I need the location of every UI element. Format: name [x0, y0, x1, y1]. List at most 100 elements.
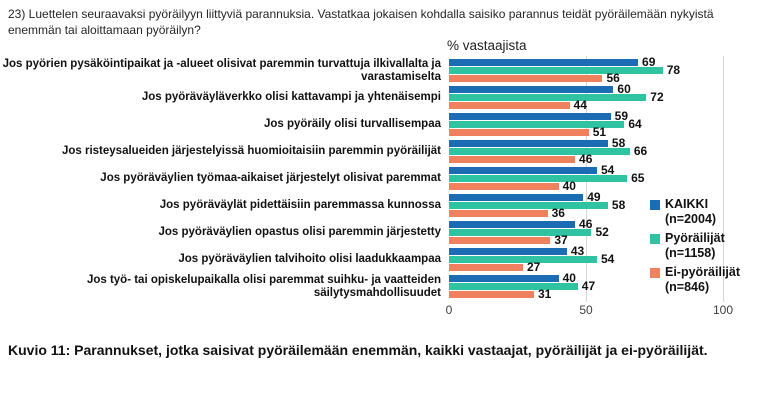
bar-track: 36: [449, 205, 723, 220]
bar: 40: [449, 271, 576, 284]
bar-track: 59: [449, 109, 723, 122]
x-axis-tick-label: 50: [579, 303, 593, 317]
category-label: Jos pyöräväylien opastus olisi paremmin …: [158, 226, 442, 239]
category-label: Jos pyöräväylät pidettäisiin paremmassa …: [159, 199, 441, 212]
bar: 58: [449, 136, 625, 149]
bar: 40: [449, 179, 576, 192]
bar: 66: [449, 144, 647, 157]
category-label: Jos pyöräväyläverkko olisi kattavampi ja…: [141, 91, 441, 104]
bar: 64: [449, 117, 642, 130]
bar: 46: [449, 152, 592, 165]
bar-track: 54: [449, 163, 723, 176]
bar-value-label: 72: [650, 89, 664, 104]
bar: 54: [449, 163, 614, 176]
legend-swatch-icon: [650, 234, 660, 244]
legend-label: Ei-pyöräilijät (n=846): [665, 265, 741, 294]
bar: 59: [449, 109, 628, 122]
legend-label: KAIKKI (n=2004): [665, 197, 717, 226]
category-label: Jos pyöräily olisi turvallisempaa: [263, 118, 441, 131]
bar-value-label: 40: [562, 178, 576, 193]
bar-value-label: 52: [595, 224, 609, 239]
bar-track: 27: [449, 260, 723, 273]
bar-track: 47: [449, 279, 723, 292]
chart-row: Jos työ- tai opiskelupaikalla olisi pare…: [0, 271, 759, 300]
bar-value-label: 47: [581, 278, 596, 293]
bar-track: 31: [449, 287, 723, 300]
bar-value-label: 54: [600, 251, 615, 266]
category-label: Jos pyöräväylien työmaa-aikaiset järjest…: [100, 172, 441, 185]
bar-group: 43 54 27: [449, 244, 723, 273]
x-axis-tick-label: 100: [712, 303, 734, 317]
chart-rows: Jos pyörien pysäköintipaikat ja -alueet …: [0, 55, 759, 300]
chart-row: Jos pyöräily olisi turvallisempaa 59 64 51: [0, 109, 759, 138]
legend-swatch-icon: [650, 268, 660, 278]
bar-group: 46 52 37: [449, 217, 723, 247]
bar-group: 54 65 40: [449, 163, 723, 192]
bar-value-label: 69: [642, 54, 656, 69]
bar-track: 51: [449, 125, 723, 138]
bar: 51: [449, 125, 606, 138]
bar: 47: [449, 279, 595, 292]
gridline: [723, 56, 724, 302]
category-label: Jos työ- tai opiskelupaikalla olisi pare…: [86, 274, 441, 299]
bar-value-label: 40: [562, 270, 576, 285]
bar-track: 64: [449, 117, 723, 130]
bar-track: 54: [449, 251, 723, 266]
bar-track: 37: [449, 232, 723, 247]
bar-group: 49 58 36: [449, 190, 723, 220]
bar-value-label: 36: [551, 205, 565, 220]
bar: 31: [449, 287, 551, 300]
category-label: Jos risteysalueiden järjestelyissä huomi…: [61, 145, 441, 158]
bar-track: 40: [449, 179, 723, 192]
bar-track: 44: [449, 98, 723, 111]
bar-track: 52: [449, 224, 723, 239]
x-axis-tick-label: 0: [445, 303, 453, 317]
bar: 78: [449, 63, 680, 76]
chart-row: Jos pyöräväyläverkko olisi kattavampi ja…: [0, 82, 759, 111]
bar-value-label: 44: [573, 97, 587, 112]
bar: 43: [449, 244, 584, 257]
bar-track: 46: [449, 152, 723, 165]
chart-row: Jos pyöräväylien työmaa-aikaiset järjest…: [0, 163, 759, 192]
bar-track: 72: [449, 90, 723, 103]
bar-track: 65: [449, 171, 723, 184]
bar: 65: [449, 171, 644, 184]
chart-legend: KAIKKI (n=2004) Pyöräilijät (n=1158) Ei-py…: [650, 197, 758, 299]
bar-value-label: 78: [666, 62, 681, 77]
bar-value-label: 56: [606, 70, 620, 85]
bar: 69: [449, 55, 655, 68]
legend-item: Pyöräilijät (n=1158): [650, 231, 758, 261]
bar: 44: [449, 98, 587, 111]
bar-track: 40: [449, 271, 723, 284]
bar: 56: [449, 71, 620, 84]
bar-track: 69: [449, 55, 723, 68]
bar-value-label: 59: [614, 108, 629, 123]
chart-row: Jos pyörien pysäköintipaikat ja -alueet …: [0, 55, 759, 84]
question-text: 23) Luettelen seuraavaksi pyöräilyyn lii…: [8, 7, 714, 37]
bar-value-label: 64: [628, 116, 642, 131]
chart-row: Jos pyöräväylien talvihoito olisi laaduk…: [0, 244, 759, 273]
axis-title: % vastaajista: [447, 38, 527, 53]
bar-track: 60: [449, 82, 723, 95]
legend-item: Ei-pyöräilijät (n=846): [650, 265, 758, 295]
bar-group: 69 78 56: [449, 55, 723, 84]
bar: 46: [449, 217, 592, 230]
bar: 60: [449, 82, 631, 95]
bar-track: 58: [449, 198, 723, 211]
bar-value-label: 58: [611, 135, 626, 150]
chart-row: Jos pyöräväylät pidettäisiin paremmassa …: [0, 190, 759, 220]
bar-value-label: 51: [592, 124, 607, 139]
bar: 72: [449, 90, 664, 103]
bar-track: 58: [449, 136, 723, 149]
bar-value-label: 37: [554, 232, 568, 247]
legend-label: Pyöräilijät (n=1158): [665, 231, 725, 260]
bar: 49: [449, 190, 601, 203]
bar-value-label: 46: [579, 216, 593, 231]
bar: 58: [449, 198, 625, 211]
category-label: Jos pyöräväylien talvihoito olisi laaduk…: [178, 253, 441, 266]
bar-track: 46: [449, 217, 723, 230]
chart-row: Jos pyöräväylien opastus olisi paremmin …: [0, 217, 759, 247]
bar-track: 66: [449, 144, 723, 157]
bar-track: 56: [449, 71, 723, 84]
